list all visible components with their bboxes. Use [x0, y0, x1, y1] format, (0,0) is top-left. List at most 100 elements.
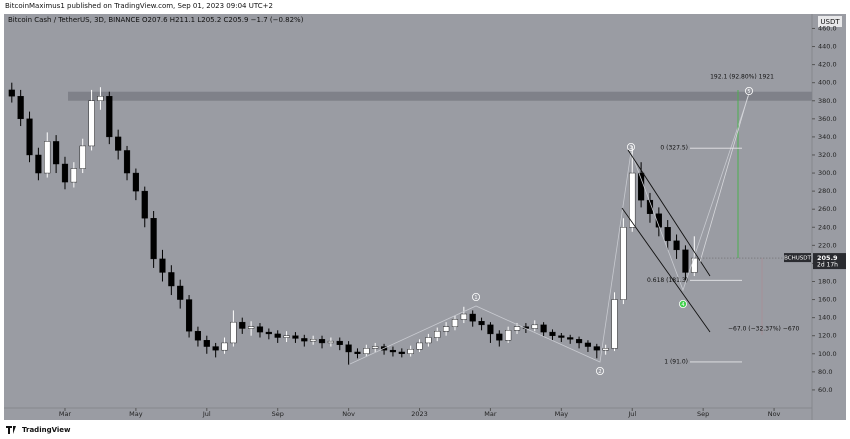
y-tick-label: 420.0 [818, 61, 837, 69]
y-tick-label: 400.0 [818, 79, 837, 87]
wave-label: 3 [629, 145, 632, 151]
candle-body [230, 321, 237, 344]
wave-path [349, 93, 750, 365]
candle-body [150, 218, 157, 260]
currency-box [818, 16, 842, 27]
candle-body [168, 272, 175, 287]
y-tick-label: 340.0 [818, 133, 837, 141]
y-tick-label: 140.0 [818, 314, 837, 322]
candle-body [35, 154, 42, 174]
x-tick-label: Mar [59, 410, 72, 418]
candle-body [345, 344, 352, 353]
x-tick-label: Sep [697, 410, 709, 418]
wave-marker [471, 292, 480, 301]
x-tick-label: May [129, 410, 143, 418]
candle-body [177, 285, 184, 300]
candle-body [79, 145, 86, 169]
candle-body [478, 321, 485, 326]
candle-body [123, 150, 131, 174]
candle-body [389, 349, 397, 353]
candle-body [318, 339, 326, 344]
projection-arrow [699, 95, 749, 263]
candle-body [540, 324, 547, 333]
candle-body [469, 313, 476, 322]
price-tag [813, 253, 846, 270]
candle-body [673, 240, 680, 251]
y-tick-label: 180.0 [818, 277, 837, 285]
candle-body [513, 326, 521, 331]
symbol-tag [784, 253, 811, 263]
candle-body [549, 331, 556, 336]
y-tick-label: 240.0 [818, 223, 837, 231]
candle-body [664, 227, 671, 242]
y-tick-label: 320.0 [818, 151, 837, 159]
candle-body [407, 349, 414, 354]
fib-label: 1 (91.0) [664, 358, 688, 365]
candle-body [363, 348, 370, 354]
countdown-label: 2d 17h [817, 262, 838, 269]
candle-body [292, 335, 299, 339]
candle-body [398, 351, 405, 354]
candle-body [70, 168, 77, 183]
candle-body [97, 96, 104, 101]
candle-body [185, 299, 193, 332]
candle-body [327, 340, 334, 344]
candle-body [203, 340, 210, 347]
y-tick-label: 80.0 [818, 368, 832, 376]
symbol-tag-label: BCHUSDT [784, 256, 811, 262]
candle-body [567, 337, 574, 340]
candle-body [558, 335, 565, 338]
candle-body [115, 136, 122, 151]
candle-body [372, 346, 379, 349]
candle-body [8, 89, 15, 97]
candle-body [584, 342, 592, 347]
wave-label: 4 [681, 302, 684, 308]
candle-body [496, 333, 503, 341]
candle-body [531, 324, 538, 329]
fib-label: 0.618 (181.3) [647, 277, 688, 284]
candle-body [61, 163, 69, 183]
wave-marker [627, 142, 636, 151]
candle-body [17, 96, 24, 120]
candle-body [274, 333, 281, 338]
candle-body [460, 313, 467, 320]
brand: TradingView [22, 426, 71, 434]
candle-body [646, 199, 654, 214]
candle-body [629, 172, 636, 228]
x-tick-label: Nov [342, 410, 355, 418]
candle-body [283, 335, 290, 338]
candle-body [265, 331, 272, 335]
x-tick-label: Jul [627, 410, 636, 418]
candle-body [159, 258, 166, 273]
candle-body [487, 324, 494, 335]
wave-marker [679, 299, 688, 308]
candle-body [505, 330, 512, 341]
candle-body [682, 249, 689, 273]
candle-body [354, 351, 361, 354]
candle-body [141, 190, 148, 219]
y-tick-label: 440.0 [818, 43, 837, 51]
candle-body [248, 326, 255, 329]
candle-body [434, 330, 441, 338]
plot: 60.080.0100.0120.0140.0160.0180.0200.022… [8, 24, 837, 418]
brand-logo [6, 426, 16, 434]
y-tick-label: 300.0 [818, 169, 837, 177]
candle-body [239, 321, 246, 329]
wave-label: 2 [598, 369, 601, 375]
candle-body [611, 299, 618, 349]
y-tick-label: 160.0 [818, 296, 837, 304]
candle-body [638, 172, 645, 201]
candle-body [655, 213, 662, 228]
candle-body [106, 96, 113, 138]
x-tick-label: May [555, 410, 569, 418]
y-tick-label: 380.0 [818, 97, 837, 105]
resistance-zone [68, 91, 812, 101]
candle-body [44, 141, 51, 174]
wave-marker [745, 87, 754, 96]
candle-body [443, 326, 450, 332]
stop-label: −67.0 (−32.37%) −670 [728, 326, 799, 333]
y-tick-label: 360.0 [818, 115, 837, 123]
x-tick-label: Mar [484, 410, 497, 418]
